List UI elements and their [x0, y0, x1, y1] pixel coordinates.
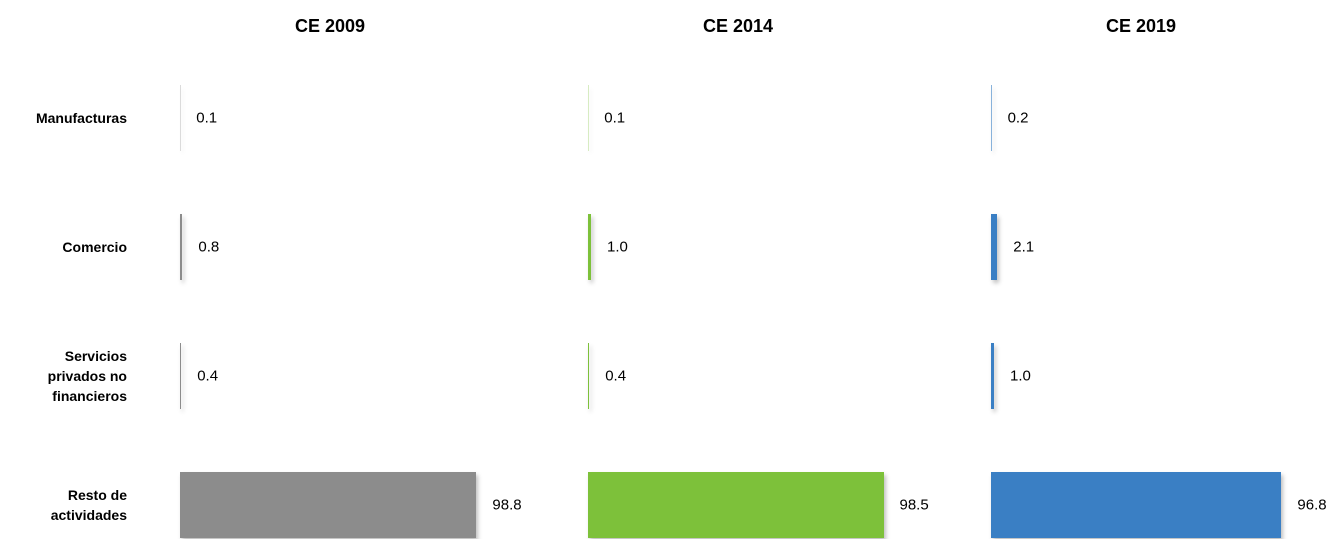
bar: [588, 214, 591, 280]
bar: [180, 85, 181, 151]
value-label: 0.1: [196, 109, 218, 127]
panel-title: CE 2009: [294, 16, 366, 36]
bar: [991, 214, 998, 280]
value-label: 0.8: [198, 238, 220, 256]
bar: [180, 214, 183, 280]
value-label: 98.8: [492, 496, 522, 514]
panel-title: CE 2014: [702, 16, 774, 36]
value-label: 0.4: [197, 367, 219, 385]
value-label: 0.2: [1007, 109, 1029, 127]
category-label: Resto de actividades: [50, 487, 127, 523]
bar: [991, 85, 992, 151]
bar: [588, 472, 884, 538]
category-label: Manufacturas: [35, 110, 127, 126]
panel-title: CE 2019: [1105, 16, 1177, 36]
value-label: 0.1: [604, 109, 626, 127]
value-label: 1.0: [607, 238, 628, 256]
category-label: Comercio: [62, 239, 127, 255]
value-label: 98.5: [899, 496, 929, 514]
value-label: 2.1: [1013, 238, 1035, 256]
value-label: 1.0: [1010, 367, 1031, 385]
value-label: 96.8: [1297, 496, 1327, 514]
bar: [180, 472, 477, 538]
bar: [991, 343, 994, 409]
category-label: Servicios privados no financieros: [47, 348, 127, 404]
bar: [991, 472, 1282, 538]
bar: [588, 343, 590, 409]
bar: [588, 85, 589, 151]
value-label: 0.4: [605, 367, 627, 385]
bar: [180, 343, 182, 409]
